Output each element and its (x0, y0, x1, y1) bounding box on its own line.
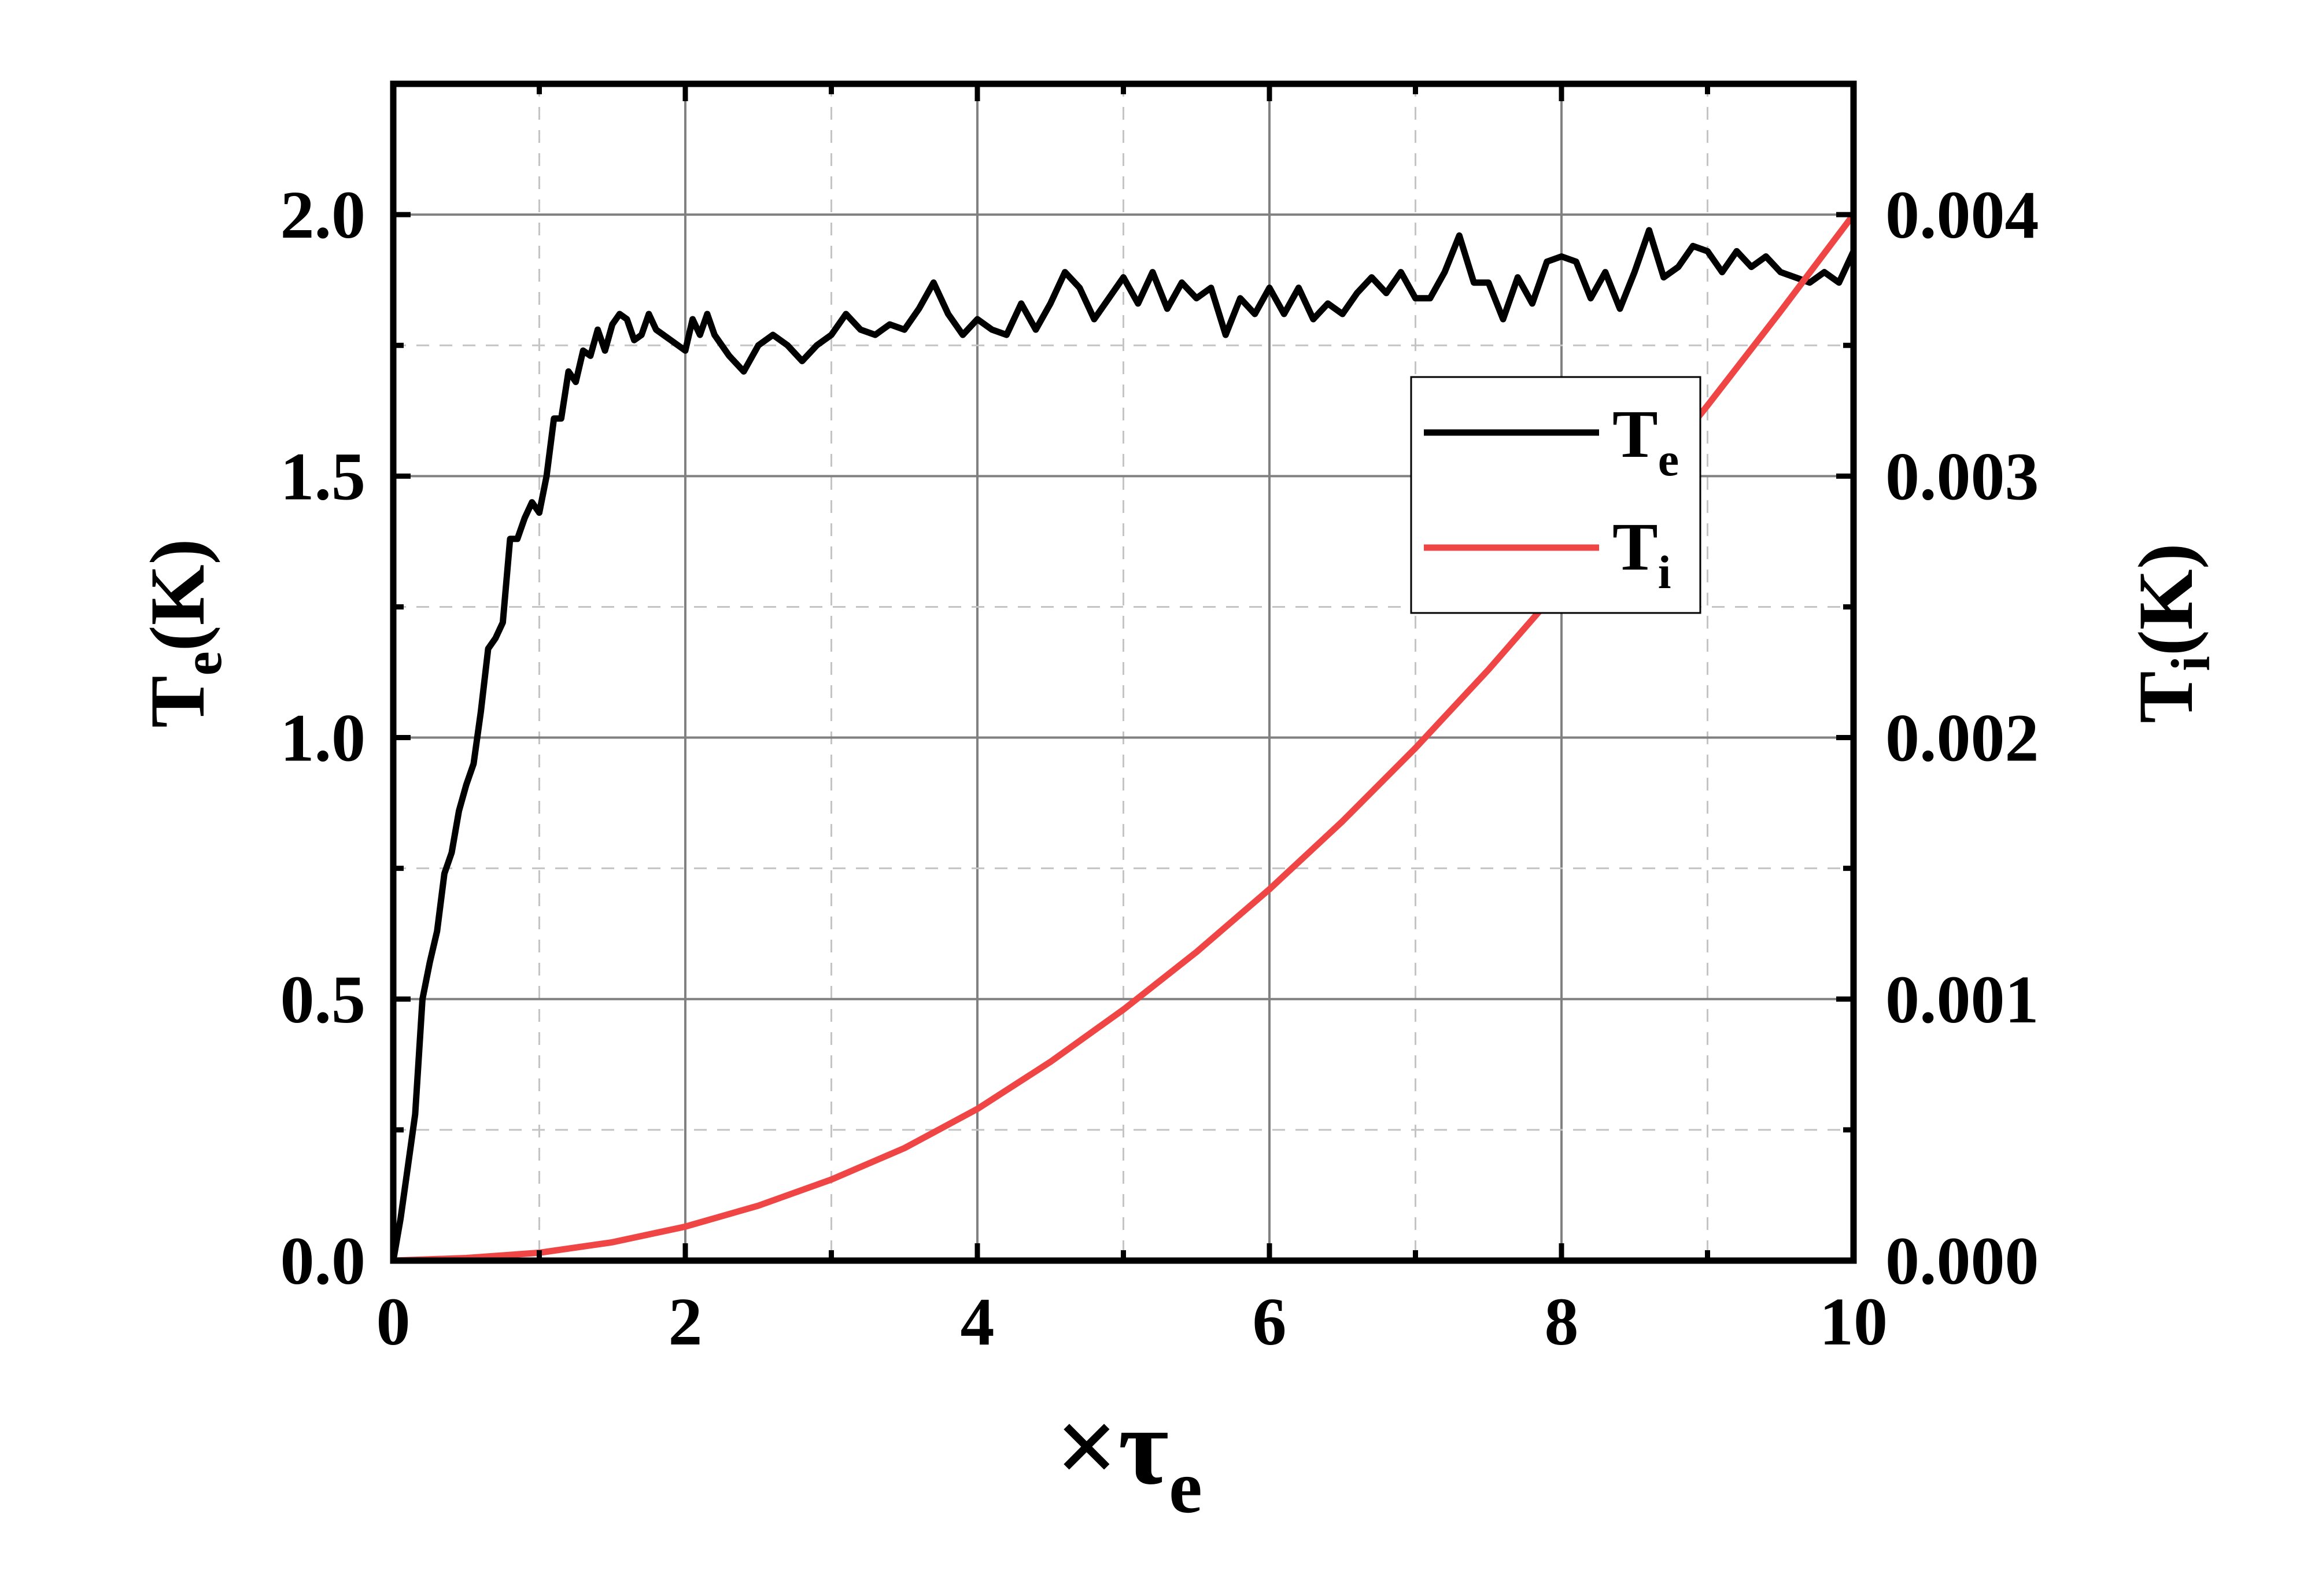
grid (393, 84, 1854, 1261)
x-tick-label: 6 (1253, 1284, 1287, 1359)
y-right-title-suffix: (K) (2123, 543, 2209, 656)
legend: Te Ti (1410, 376, 1701, 614)
y-right-tick-label: 0.004 (1885, 177, 2039, 253)
y-left-tick-label: 1.0 (280, 700, 366, 776)
te-series-line (390, 227, 1857, 1264)
x-tick-label: 4 (961, 1284, 995, 1359)
x-tick-label: 2 (669, 1284, 703, 1359)
tick-marks (390, 81, 1856, 1264)
x-tick-label: 10 (1819, 1284, 1888, 1359)
y-right-tick-label: 0.003 (1885, 438, 2039, 514)
y-left-title-sub: e (172, 651, 233, 675)
y-axis-right-title: Ti(K) (2123, 543, 2221, 723)
y-right-tick-label: 0.002 (1885, 700, 2039, 776)
y-left-tick-label: 0.0 (280, 1223, 366, 1299)
y-left-title-suffix: (K) (135, 538, 221, 651)
x-title-sub: e (1169, 1446, 1202, 1529)
y-right-tick-label: 0.000 (1885, 1223, 2039, 1299)
tick-labels: 0 2 4 6 8 10 0.0 0.5 1.0 1.5 2.0 0.000 0.001 0.002 0.0… (280, 177, 2039, 1359)
y-left-tick-label: 1.5 (280, 438, 366, 514)
legend-box (1410, 376, 1701, 614)
y-right-title-sub: i (2160, 656, 2221, 671)
x-axis-title: ×τe (1055, 1386, 1202, 1529)
y-left-title-main: T (135, 676, 221, 728)
y-left-tick-label: 2.0 (280, 177, 366, 253)
x-tick-label: 0 (376, 1284, 411, 1359)
legend-ti-label: Ti (1612, 509, 1671, 598)
x-tick-label: 8 (1545, 1284, 1579, 1359)
y-right-tick-label: 0.001 (1885, 962, 2039, 1037)
y-axis-left-title: Te(K) (135, 538, 233, 727)
x-title-main: ×τ (1055, 1386, 1169, 1508)
y-right-title-main: T (2123, 671, 2209, 723)
y-left-tick-label: 0.5 (280, 962, 366, 1037)
legend-te-label: Te (1612, 396, 1679, 486)
